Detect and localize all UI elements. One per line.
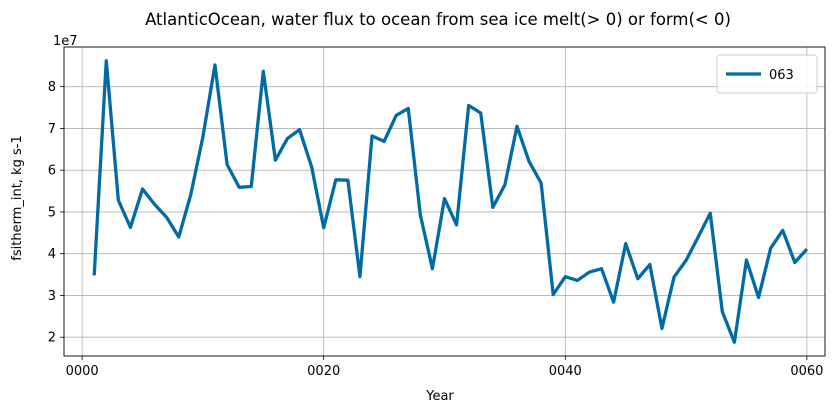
- y-tick-label: 6: [48, 164, 56, 179]
- y-tick-label: 2: [48, 331, 56, 346]
- series-layer: [92, 59, 809, 344]
- chart-title: AtlanticOcean, water flux to ocean from …: [145, 10, 731, 29]
- y-tick-label: 8: [48, 80, 56, 95]
- y-tick-label: 4: [48, 247, 56, 262]
- y-axis-offset-label: 1e7: [53, 34, 78, 49]
- y-axis-label: fsitherm_int, kg s-1: [10, 135, 25, 260]
- x-tick-label: 0040: [549, 364, 582, 379]
- series-line-063: [92, 59, 809, 344]
- plot-frame: [63, 46, 826, 357]
- y-tick-label: 3: [48, 289, 56, 304]
- x-tick-label: 0000: [66, 364, 99, 379]
- x-tick-label: 0020: [307, 364, 340, 379]
- x-tick-label: 0060: [790, 364, 823, 379]
- y-tick-label: 7: [48, 122, 56, 137]
- grid-lines: [64, 47, 825, 356]
- legend-box: [716, 54, 818, 94]
- legend: 063: [716, 54, 818, 94]
- y-axis: 2 3 4 5 6 7 8: [48, 80, 64, 346]
- y-tick-label: 5: [48, 205, 56, 220]
- x-axis: 0000 0020 0040 0060: [66, 356, 823, 379]
- x-axis-label: Year: [425, 389, 454, 404]
- legend-label: 063: [769, 68, 794, 83]
